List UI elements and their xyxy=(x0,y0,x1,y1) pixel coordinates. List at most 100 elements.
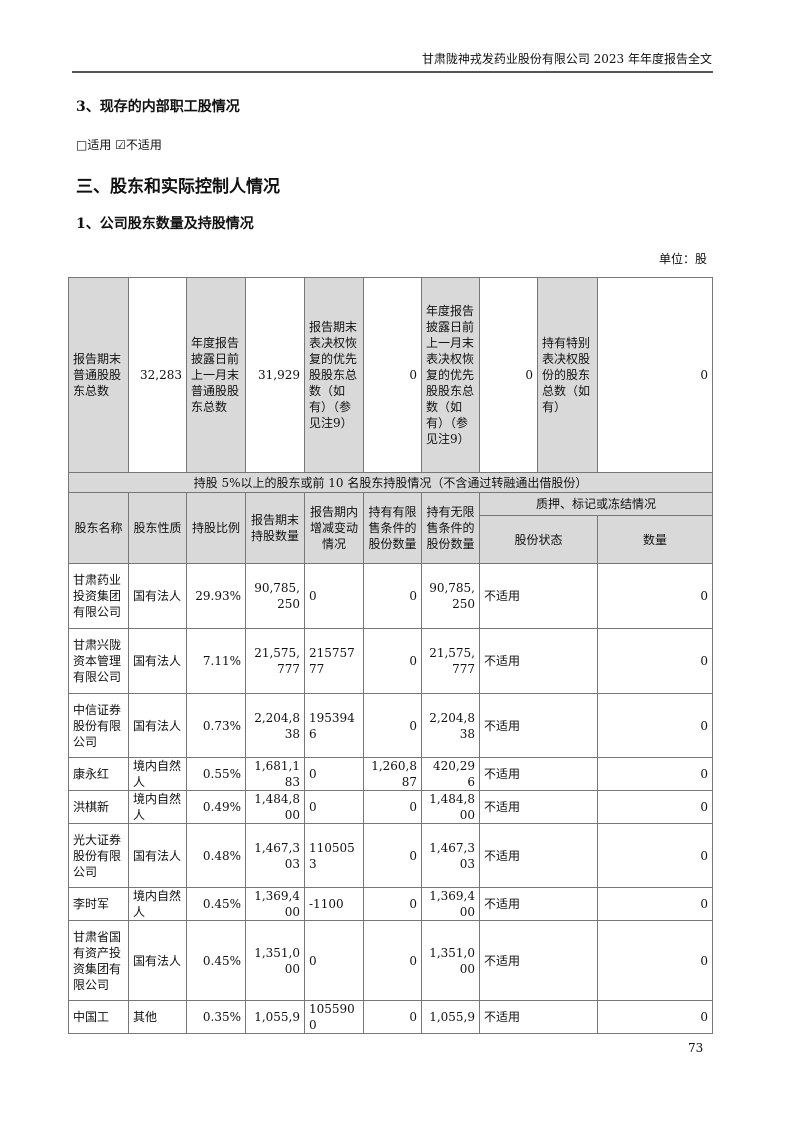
unrestricted-shares: 2,204,838 xyxy=(421,693,480,758)
unrestricted-shares: 1,055,9 xyxy=(421,1000,480,1034)
change-in-period: 1055900 xyxy=(304,1000,364,1034)
change-in-period: 1105053 xyxy=(304,823,364,888)
shares-held: 1,681,183 xyxy=(245,757,305,791)
pledge-status: 不适用 xyxy=(479,628,598,694)
change-in-period: 0 xyxy=(304,790,364,824)
top-shareholders-table: 持股 5%以上的股东或前 10 名股东持股情况（不含通过转融通出借股份） 股东名… xyxy=(67,472,714,1034)
restricted-shares: 0 xyxy=(363,1000,422,1034)
shareholder-name: 洪棋新 xyxy=(68,790,129,824)
change-in-period: -1100 xyxy=(304,887,364,921)
column-header: 股东性质 xyxy=(128,492,187,564)
shares-held: 1,467,303 xyxy=(245,823,305,888)
restricted-shares: 0 xyxy=(363,693,422,758)
unit-label: 单位：股 xyxy=(658,252,707,266)
summary-label: 报告期末普通股股东总数 xyxy=(68,277,129,473)
pledge-quantity: 0 xyxy=(596,790,714,824)
holding-ratio: 0.49% xyxy=(186,790,246,824)
pledge-status: 不适用 xyxy=(479,790,598,824)
shareholder-nature: 国有法人 xyxy=(128,823,187,888)
holding-ratio: 0.45% xyxy=(186,920,246,1001)
holding-ratio: 7.11% xyxy=(186,628,246,694)
shareholder-summary-table: 报告期末普通股股东总数 32,283 年度报告披露日前上一月末普通股股东总数 31,9… xyxy=(68,277,713,473)
change-in-period: 0 xyxy=(304,757,364,791)
shareholder-nature: 境内自然人 xyxy=(128,887,187,921)
change-in-period: 1953946 xyxy=(304,693,364,758)
column-header: 持股比例 xyxy=(186,492,246,564)
restricted-shares: 0 xyxy=(363,920,422,1001)
summary-value: 31,929 xyxy=(245,277,305,473)
shares-held: 1,484,800 xyxy=(245,790,305,824)
column-header: 股东名称 xyxy=(68,492,129,564)
summary-row: 报告期末普通股股东总数 32,283 年度报告披露日前上一月末普通股股东总数 31,9… xyxy=(68,277,713,473)
shareholder-nature: 国有法人 xyxy=(128,563,187,629)
table-row: 洪棋新 境内自然人 0.49% 1,484,800 0 0 1,484,800 不适用 0 xyxy=(68,790,714,824)
page-number: 73 xyxy=(688,1041,704,1055)
restricted-shares: 0 xyxy=(363,628,422,694)
holdings-band-title: 持股 5%以上的股东或前 10 名股东持股情况（不含通过转融通出借股份） xyxy=(67,472,714,493)
shareholder-nature: 国有法人 xyxy=(128,693,187,758)
restricted-shares: 1,260,887 xyxy=(363,757,422,791)
option-applicable: □适用 xyxy=(76,138,112,152)
shareholder-name: 甘肃药业投资集团有限公司 xyxy=(68,563,129,629)
holding-ratio: 0.48% xyxy=(186,823,246,888)
shares-held: 1,369,400 xyxy=(245,887,305,921)
unrestricted-shares: 420,296 xyxy=(421,757,480,791)
shareholder-nature: 境内自然人 xyxy=(128,790,187,824)
unrestricted-shares: 1,369,400 xyxy=(421,887,480,921)
shares-held: 1,055,9 xyxy=(245,1000,305,1034)
pledge-quantity: 0 xyxy=(596,1000,714,1034)
option-not-applicable: ☑不适用 xyxy=(115,138,162,152)
pledge-status: 不适用 xyxy=(479,1000,598,1034)
unrestricted-shares: 90,785,250 xyxy=(421,563,480,629)
pledge-quantity: 0 xyxy=(596,823,714,888)
pledge-status: 不适用 xyxy=(479,823,598,888)
shareholder-name: 光大证券股份有限公司 xyxy=(68,823,129,888)
summary-label: 报告期末表决权恢复的优先股股东总数（如有）（参见注9） xyxy=(304,277,364,473)
change-in-period: 0 xyxy=(304,563,364,629)
shares-held: 2,204,838 xyxy=(245,693,305,758)
change-in-period: 0 xyxy=(304,920,364,1001)
summary-value: 32,283 xyxy=(128,277,187,473)
holding-ratio: 0.35% xyxy=(186,1000,246,1034)
table-row: 甘肃省国有资产投资集团有限公司 国有法人 0.45% 1,351,000 0 0 1,351… xyxy=(68,920,714,1001)
shareholder-name: 康永红 xyxy=(68,757,129,791)
pledge-quantity: 0 xyxy=(596,757,714,791)
shareholder-name: 甘肃兴陇资本管理有限公司 xyxy=(68,628,129,694)
column-header: 报告期内增减变动情况 xyxy=(304,492,364,564)
summary-label: 持有特别表决权股份的股东总数（如有） xyxy=(537,277,598,473)
chapter-heading: 三、股东和实际控制人情况 xyxy=(76,177,280,197)
pledge-status: 不适用 xyxy=(479,887,598,921)
table-row: 中信证券股份有限公司 国有法人 0.73% 2,204,838 1953946 0 2,20… xyxy=(68,693,714,758)
running-header: 甘肃陇神戎发药业股份有限公司 2023 年年度报告全文 xyxy=(421,52,712,66)
shareholder-nature: 国有法人 xyxy=(128,920,187,1001)
holding-ratio: 29.93% xyxy=(186,563,246,629)
header-divider xyxy=(72,71,713,73)
summary-label: 年度报告披露日前上一月末表决权恢复的优先股股东总数（如有）（参见注9） xyxy=(421,277,480,473)
restricted-shares: 0 xyxy=(363,887,422,921)
pledge-quantity: 0 xyxy=(596,563,714,629)
table-row: 甘肃兴陇资本管理有限公司 国有法人 7.11% 21,575,777 21575777 0… xyxy=(68,628,714,694)
shareholder-name: 中国工 xyxy=(68,1000,129,1034)
unrestricted-shares: 1,467,303 xyxy=(421,823,480,888)
pledge-status: 不适用 xyxy=(479,920,598,1001)
pledge-status: 不适用 xyxy=(479,757,598,791)
table-row: 康永红 境内自然人 0.55% 1,681,183 0 1,260,887 420,296 不… xyxy=(68,757,714,791)
holding-ratio: 0.73% xyxy=(186,693,246,758)
unrestricted-shares: 1,351,000 xyxy=(421,920,480,1001)
shareholder-nature: 其他 xyxy=(128,1000,187,1034)
table-row: 李时军 境内自然人 0.45% 1,369,400 -1100 0 1,369,400 不适用… xyxy=(68,887,714,921)
shareholder-nature: 境内自然人 xyxy=(128,757,187,791)
pledge-status: 不适用 xyxy=(479,563,598,629)
column-header: 持有无限售条件的股份数量 xyxy=(421,492,480,564)
pledge-status: 不适用 xyxy=(479,693,598,758)
column-header: 报告期末持股数量 xyxy=(245,492,305,564)
summary-label: 年度报告披露日前上一月末普通股股东总数 xyxy=(186,277,246,473)
column-header: 持有有限售条件的股份数量 xyxy=(363,492,422,564)
pledge-quantity: 0 xyxy=(596,693,714,758)
shares-held: 21,575,777 xyxy=(245,628,305,694)
pledge-column-header: 股份状态 xyxy=(479,515,598,564)
pledge-quantity: 0 xyxy=(596,887,714,921)
shareholder-name: 甘肃省国有资产投资集团有限公司 xyxy=(68,920,129,1001)
shareholder-name: 中信证券股份有限公司 xyxy=(68,693,129,758)
